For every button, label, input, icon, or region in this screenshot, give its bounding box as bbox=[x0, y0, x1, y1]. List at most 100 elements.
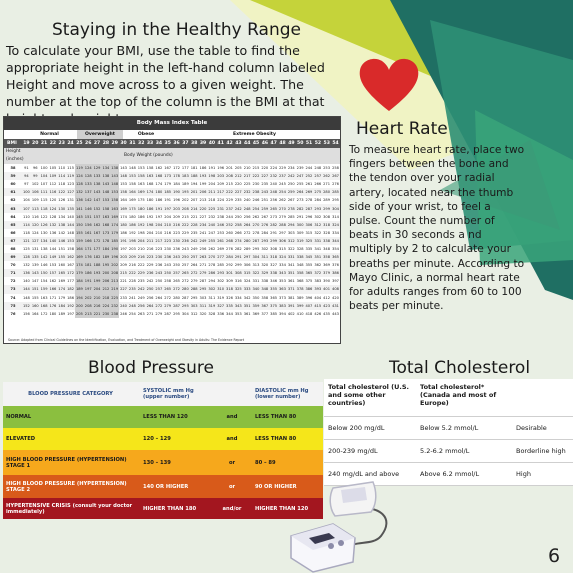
bmi-value-header: 39 bbox=[199, 141, 207, 146]
bmi-weight-cell: 252 bbox=[225, 220, 234, 229]
bmi-weight-cell: 401 bbox=[322, 285, 331, 294]
bmi-weight-cell: 365 bbox=[304, 269, 314, 278]
bmi-weight-cell: 156 bbox=[83, 220, 93, 229]
bmi-weight-cell: 314 bbox=[332, 214, 339, 219]
bmi-value-header: 48 bbox=[279, 141, 286, 146]
bmi-weight-cell: 152 bbox=[92, 204, 102, 213]
bmi-height-cell: 64 bbox=[10, 214, 16, 219]
bmi-weight-cell: 243 bbox=[154, 269, 164, 278]
bmi-weight-cell: 122 bbox=[57, 188, 67, 197]
bmi-weight-cell: 365 bbox=[270, 295, 278, 300]
bmi-weight-cell: 165 bbox=[57, 269, 67, 278]
bmi-weight-cell: 159 bbox=[74, 236, 84, 245]
chol-status: High bbox=[516, 470, 531, 478]
bmi-weight-cell: 389 bbox=[296, 295, 304, 300]
bmi-weight-cell: 235 bbox=[127, 285, 137, 294]
bmi-weight-cell: 336 bbox=[217, 311, 225, 316]
bmi-weight-cell: 344 bbox=[330, 236, 340, 245]
bmi-weight-cell: 407 bbox=[304, 301, 314, 310]
bmi-weight-cell: 220 bbox=[261, 166, 269, 171]
bmi-weight-cell: 191 bbox=[119, 236, 128, 245]
bmi-weight-cell: 232 bbox=[208, 214, 216, 219]
bmi-weight-cell: 150 bbox=[39, 269, 49, 278]
bmi-weight-cell: 319 bbox=[295, 236, 305, 245]
bmi-weight-cell: 322 bbox=[251, 269, 261, 278]
bmi-value-header: 32 bbox=[138, 141, 145, 146]
bmi-weight-cell: 279 bbox=[198, 269, 208, 278]
bmi-weight-cell: 372 bbox=[313, 269, 323, 278]
bmi-weight-cell: 164 bbox=[127, 188, 137, 197]
bmi-weight-cell: 144 bbox=[22, 285, 31, 294]
bmi-weight-cell: 338 bbox=[322, 236, 331, 245]
bmi-height-cell: 61 bbox=[4, 188, 22, 197]
bmi-weight-cell: 248 bbox=[127, 301, 137, 310]
bmi-weight-cell: 228 bbox=[189, 220, 199, 229]
bmi-weight-cell: 189 bbox=[74, 285, 84, 294]
bmi-weight-cell: 318 bbox=[269, 253, 279, 262]
bp-row: NORMAL LESS THAN 120 and LESS THAN 80 bbox=[3, 406, 323, 428]
bmi-weight-cell: 197 bbox=[155, 214, 163, 219]
bmi-weight-cell: 212 bbox=[233, 172, 243, 181]
bmi-weight-cell: 279 bbox=[279, 214, 286, 219]
bmi-weight-cell: 230 bbox=[154, 253, 164, 262]
bmi-weight-cell: 270 bbox=[207, 253, 217, 262]
bmi-weight-cell: 198 bbox=[207, 172, 217, 181]
bmi-value-header: 37 bbox=[182, 141, 189, 146]
bmi-weight-cell: 102 bbox=[31, 182, 39, 187]
bmi-weight-cell: 148 bbox=[22, 295, 30, 300]
bmi-weight-cell: 306 bbox=[304, 220, 314, 229]
bmi-weight-cell: 293 bbox=[313, 204, 323, 213]
bmi-weight-cell: 396 bbox=[305, 295, 313, 300]
bmi-weight-cell: 219 bbox=[110, 285, 120, 294]
bmi-weight-cell: 333 bbox=[242, 285, 252, 294]
bmi-weight-cell: 383 bbox=[314, 279, 322, 284]
bmi-weight-cell: 276 bbox=[226, 246, 233, 251]
bmi-weight-cell: 134 bbox=[58, 214, 66, 219]
bmi-weight-cell: 443 bbox=[332, 311, 339, 316]
bp-conjunction: and bbox=[226, 414, 238, 420]
bmi-weight-cell: 199 bbox=[199, 182, 207, 187]
bmi-value-header: 28 bbox=[102, 141, 110, 146]
bmi-weight-cell: 115 bbox=[40, 198, 48, 203]
bmi-weight-cell: 130 bbox=[57, 204, 67, 213]
bmi-weight-cell: 198 bbox=[145, 220, 155, 229]
bmi-weight-cell: 230 bbox=[252, 182, 260, 187]
bmi-weight-cell: 142 bbox=[39, 253, 49, 262]
bmi-row: 66 118 124 130 136 142 148 155 161 167 173 179 186 19… bbox=[4, 228, 340, 237]
bmi-weight-cell: 348 bbox=[323, 246, 330, 251]
bmi-weight-cell: 203 bbox=[172, 204, 181, 213]
bmi-value-header: 27 bbox=[93, 141, 101, 146]
bmi-weight-cell: 324 bbox=[278, 253, 287, 262]
bmi-weight-cell: 138 bbox=[40, 246, 48, 251]
bmi-weight-cell: 234 bbox=[198, 220, 208, 229]
bmi-weight-cell: 325 bbox=[304, 236, 314, 245]
bmi-weight-cell: 109 bbox=[48, 172, 58, 181]
bmi-section-title: Staying in the Healthy Range bbox=[52, 20, 301, 40]
bmi-intro: To calculate your BMI, use the table to … bbox=[6, 43, 325, 126]
bmi-weight-cell: 186 bbox=[83, 269, 93, 278]
bmi-weight-cell: 107 bbox=[40, 182, 48, 187]
bmi-weight-cell: 306 bbox=[278, 236, 287, 245]
bmi-weight-cell: 341 bbox=[287, 263, 295, 268]
bmi-weight-cell: 431 bbox=[330, 301, 340, 310]
bmi-weight-cell: 158 bbox=[128, 182, 136, 187]
bmi-weight-cell: 302 bbox=[207, 285, 217, 294]
bmi-weight-cell: 193 bbox=[198, 172, 208, 181]
bmi-weight-cell: 204 bbox=[136, 236, 146, 245]
bmi-weight-cell: 264 bbox=[295, 188, 305, 197]
bmi-weight-cell: 272 bbox=[243, 230, 251, 235]
bmi-weight-cell: 261 bbox=[305, 182, 313, 187]
bmi-weight-cell: 151 bbox=[30, 285, 40, 294]
bmi-weight-cell: 144 bbox=[66, 220, 75, 229]
bmi-weight-cell: 211 bbox=[145, 236, 155, 245]
bp-systolic: 140 OR HIGHER bbox=[143, 483, 189, 490]
bmi-weight-cell: 342 bbox=[243, 295, 251, 300]
bmi-weight-cell: 204 bbox=[154, 220, 164, 229]
bmi-weight-cell: 229 bbox=[279, 166, 286, 171]
bp-row: HYPERTENSIVE CRISIS (consult your doctor… bbox=[3, 498, 323, 519]
chol-header-eu: Total cholesterol* (Canada and most of E… bbox=[420, 383, 497, 407]
bmi-weight-cell: 240 bbox=[119, 301, 128, 310]
bmi-weight-cell: 142 bbox=[83, 196, 93, 205]
bmi-weight-cell: 130 bbox=[40, 230, 48, 235]
bmi-weight-cell: 186 bbox=[155, 198, 163, 203]
